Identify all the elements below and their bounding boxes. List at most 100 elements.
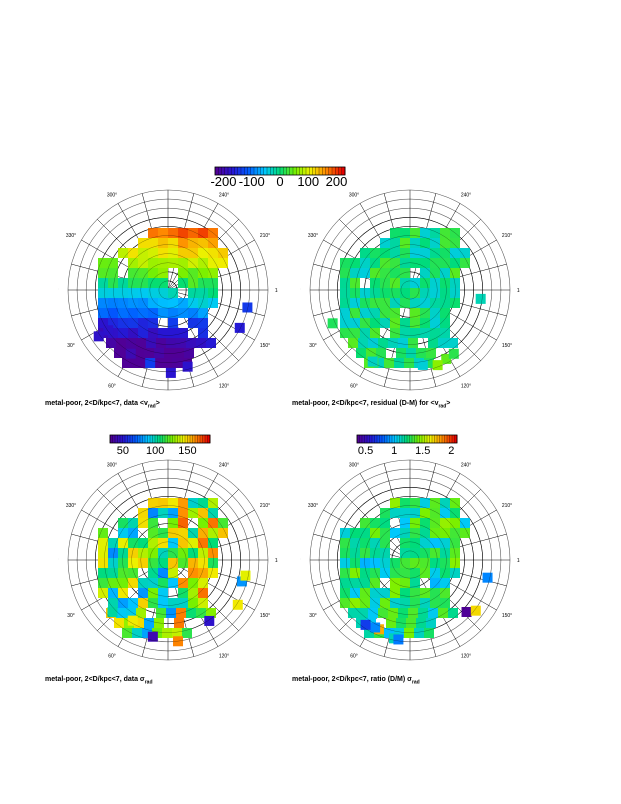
map-pixel <box>178 558 188 568</box>
polar-ring-overlay <box>337 487 483 633</box>
longitude-label: 150° <box>502 613 512 619</box>
colorbar-swatch <box>112 435 116 443</box>
colorbar-swatch <box>419 435 423 443</box>
map-pixel <box>414 628 424 638</box>
map-pixel-outlier <box>470 605 481 616</box>
map-pixel <box>430 308 440 318</box>
map-pixel <box>198 228 208 238</box>
colorbar-swatch <box>407 435 410 443</box>
map-pixel <box>188 248 198 258</box>
map-pixel <box>440 238 450 248</box>
colorbar-swatch <box>382 435 385 443</box>
longitude-label: 60° <box>350 383 358 389</box>
map-pixel <box>118 318 128 328</box>
map-pixel <box>148 318 158 328</box>
map-pixel <box>208 288 218 298</box>
colorbar-swatch <box>170 435 173 443</box>
colorbar-swatch <box>454 435 458 443</box>
map-pixel <box>188 228 198 238</box>
map-pixel <box>168 248 178 258</box>
map-pixel <box>400 268 410 278</box>
longitude-label: 30° <box>309 613 317 619</box>
map-pixel <box>340 258 350 268</box>
map-pixel <box>370 528 380 538</box>
map-pixel <box>148 578 158 588</box>
map-pixel-outlier <box>145 358 156 369</box>
map-pixel <box>350 538 360 548</box>
map-pixel <box>420 238 430 248</box>
map-pixel <box>148 498 158 508</box>
map-pixel <box>350 318 360 328</box>
map-pixel <box>174 348 184 358</box>
map-pixel <box>360 588 370 598</box>
map-pixel <box>108 568 118 578</box>
map-pixel <box>430 278 440 288</box>
colorbar-swatch <box>152 435 156 443</box>
colorbar-swatch <box>447 435 450 443</box>
map-pixel <box>138 578 148 588</box>
map-pixel <box>350 568 360 578</box>
map-pixel <box>188 558 198 568</box>
map-pixel <box>460 258 470 268</box>
map-pixel <box>158 278 168 288</box>
map-pixel <box>340 298 350 308</box>
polar-ring-overlay <box>131 253 205 327</box>
colorbar-swatch <box>362 435 365 443</box>
colorbar-swatch <box>162 435 166 443</box>
map-pixel <box>142 628 152 638</box>
map-pixel <box>350 528 360 538</box>
colorbar-swatch <box>372 435 375 443</box>
map-pixel <box>208 248 218 258</box>
map-pixel <box>370 518 380 528</box>
map-pixel <box>348 608 358 618</box>
colorbar-tick-label: 100 <box>297 174 319 189</box>
colorbar-swatch <box>117 435 121 443</box>
colorbar-swatch <box>369 435 373 443</box>
map-pixel-outlier <box>103 325 114 336</box>
colorbar-swatch <box>221 167 226 175</box>
map-pixel <box>360 568 370 578</box>
polar-ring-overlay <box>140 262 196 318</box>
map-pixel <box>370 578 380 588</box>
map-pixel <box>440 588 450 598</box>
map-pixel <box>168 568 178 578</box>
map-pixel <box>364 628 374 638</box>
map-pixel <box>420 288 430 298</box>
colorbar-swatch <box>442 435 445 443</box>
map-pixel <box>134 348 144 358</box>
map-pixel <box>360 318 370 328</box>
colorbar-swatch <box>197 435 201 443</box>
map-pixel <box>108 318 118 328</box>
map-pixel <box>430 508 440 518</box>
map-pixel <box>158 568 168 578</box>
colorbar-swatch <box>207 435 211 443</box>
map-pixel <box>188 308 198 318</box>
map-pixel <box>98 538 108 548</box>
colorbar-swatch <box>155 435 158 443</box>
map-pixel <box>376 348 386 358</box>
colorbar-swatch <box>364 435 368 443</box>
map-pixel <box>390 298 400 308</box>
map-pixel <box>410 328 420 338</box>
map-pixel <box>198 558 208 568</box>
colorbar-swatch <box>312 167 317 175</box>
map-pixel <box>380 298 390 308</box>
map-pixel <box>340 568 350 578</box>
map-pixel <box>390 278 400 288</box>
polar-ring-overlay <box>113 235 223 345</box>
map-pixel <box>208 508 218 518</box>
map-pixel <box>370 268 380 278</box>
map-pixel <box>158 258 168 268</box>
colorbar-swatch <box>218 167 222 175</box>
colorbar-tick-label: 100 <box>146 445 164 457</box>
map-pixel <box>166 338 176 348</box>
map-pixel <box>388 338 398 348</box>
polar-ring-overlay <box>76 468 260 652</box>
map-pixel <box>182 628 192 638</box>
map-pixel <box>208 238 218 248</box>
polar-ring-overlay <box>158 280 178 300</box>
map-pixel <box>420 298 430 308</box>
map-pixel <box>108 588 118 598</box>
map-pixel <box>158 528 168 538</box>
map-pixel <box>340 288 350 298</box>
